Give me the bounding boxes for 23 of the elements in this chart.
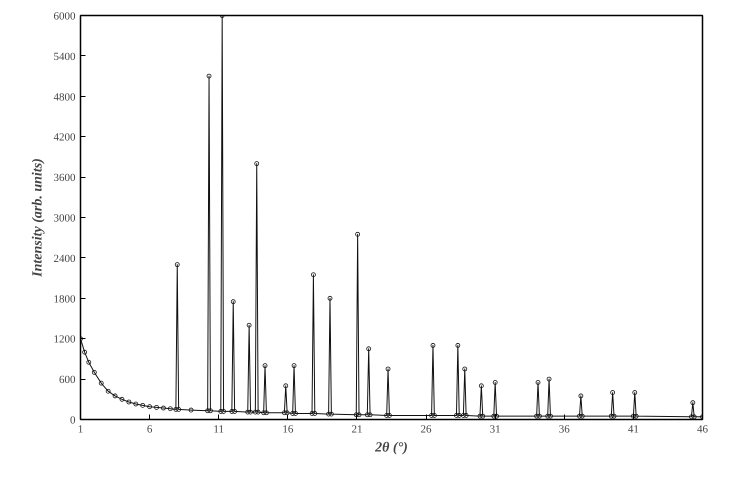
y-tick-label: 3000 [54, 212, 76, 224]
x-tick-label: 31 [490, 424, 501, 436]
x-tick-label: 26 [420, 424, 432, 436]
y-tick-label: 2400 [54, 252, 76, 265]
y-tick-label: 1200 [54, 334, 76, 346]
x-tick-label: 1 [78, 424, 84, 436]
y-tick-label: 5400 [54, 50, 76, 63]
x-tick-label: 6 [146, 424, 153, 436]
y-tick-label: 6000 [54, 10, 76, 22]
y-tick-label: 0 [70, 414, 76, 426]
x-tick-label: 21 [351, 424, 362, 436]
x-tick-label: 11 [213, 424, 224, 436]
y-tick-label: 1800 [54, 293, 76, 306]
y-axis-title: Intensity (arb. units) [30, 158, 46, 278]
x-tick-label: 16 [282, 424, 294, 436]
x-tick-label: 46 [697, 424, 708, 436]
x-axis-title: 2θ (°) [374, 440, 408, 456]
y-tick-label: 3600 [54, 172, 76, 184]
y-tick-label: 4800 [54, 91, 76, 104]
x-tick-label: 36 [558, 424, 570, 436]
x-tick-label: 41 [628, 424, 639, 436]
y-tick-label: 4200 [54, 132, 76, 144]
y-tick-label: 600 [59, 374, 76, 386]
